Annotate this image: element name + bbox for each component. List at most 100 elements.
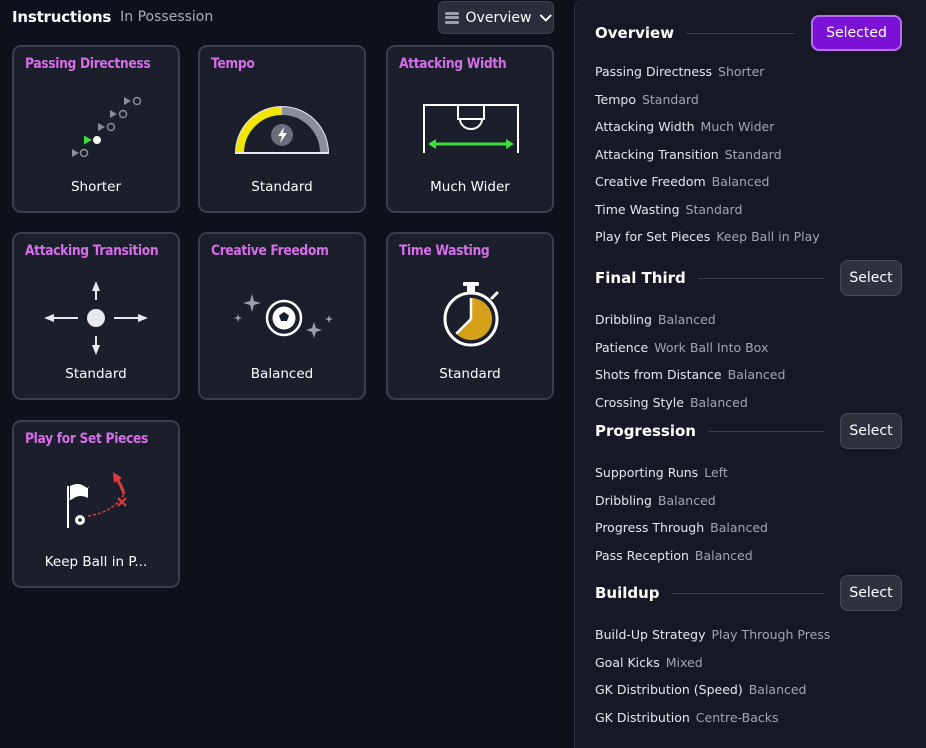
card-value: Much Wider — [430, 179, 510, 195]
list-item: Attacking Transition Standard — [595, 141, 902, 169]
page-title: Instructions — [12, 8, 112, 26]
card-value: Balanced — [250, 366, 314, 382]
row-key: Attacking Transition — [595, 146, 719, 162]
row-value: Centre-Backs — [695, 709, 779, 725]
card-attacking-width[interactable]: Attacking Width Much Wider — [386, 45, 554, 213]
row-value: Shorter — [718, 64, 765, 80]
instructions-panel: Overview Selected Passing Directness Shor… — [574, 0, 926, 748]
card-value: Standard — [439, 366, 501, 382]
list-item: Dribbling Balanced — [595, 306, 902, 334]
section-progression: Progression Select Supporting Runs Left D… — [595, 413, 902, 569]
row-key: Goal Kicks — [595, 654, 660, 670]
set-pieces-icon — [67, 472, 127, 528]
row-value: Left — [704, 465, 728, 481]
list-item: Goal Kicks Mixed — [595, 649, 902, 677]
divider — [686, 32, 795, 34]
page-subtitle: In Possession — [120, 9, 214, 25]
list-item: Patience Work Ball Into Box — [595, 334, 902, 362]
list-item: Build-Up Strategy Play Through Press — [595, 621, 902, 649]
row-value: Balanced — [657, 312, 716, 328]
divider — [697, 277, 824, 279]
select-button[interactable]: Select — [840, 413, 902, 449]
card-value: Keep Ball in P... — [44, 554, 148, 570]
list-item: Creative Freedom Balanced — [595, 168, 902, 196]
row-key: GK Distribution — [595, 709, 690, 725]
header: Instructions In Possession — [12, 0, 213, 34]
card-title: Passing Directness — [25, 56, 151, 72]
list-item: Time Wasting Standard — [595, 196, 902, 224]
row-value: Work Ball Into Box — [654, 339, 769, 355]
list-item: Supporting Runs Left — [595, 459, 902, 487]
section-title: Buildup — [595, 584, 660, 602]
row-key: Attacking Width — [595, 119, 695, 135]
card-value: Shorter — [70, 179, 122, 195]
card-title: Creative Freedom — [211, 243, 329, 259]
card-title: Play for Set Pieces — [25, 431, 149, 447]
list-item: GK Distribution Centre-Backs — [595, 704, 902, 732]
row-key: Supporting Runs — [595, 465, 699, 481]
card-attacking-transition[interactable]: Attacking Transition Standard — [12, 232, 180, 400]
list-item: Crossing Style Balanced — [595, 389, 902, 417]
list-item: GK Distribution (Speed) Balanced — [595, 676, 902, 704]
divider — [671, 592, 824, 594]
row-key: Passing Directness — [595, 64, 713, 80]
list-item: Shots from Distance Balanced — [595, 361, 902, 389]
section-title: Progression — [595, 422, 696, 440]
list-item: Passing Directness Shorter — [595, 58, 902, 86]
attacking-width-icon — [423, 104, 519, 153]
select-button[interactable]: Select — [840, 260, 902, 296]
attacking-transition-icon — [44, 281, 148, 355]
row-key: Patience — [595, 339, 649, 355]
row-key: Crossing Style — [595, 394, 684, 410]
row-value: Keep Ball in Play — [716, 229, 820, 245]
row-key: Time Wasting — [595, 201, 680, 217]
card-value: Standard — [251, 179, 313, 195]
list-item: Tempo Standard — [595, 86, 902, 114]
row-key: Creative Freedom — [595, 174, 706, 190]
list-item: Attacking Width Much Wider — [595, 113, 902, 141]
section-buildup: Buildup Select Build-Up Strategy Play Thr… — [595, 575, 902, 731]
row-value: Mixed — [665, 654, 703, 670]
row-value: Balanced — [689, 394, 748, 410]
selected-button[interactable]: Selected — [811, 15, 902, 51]
view-select-dropdown[interactable]: Overview — [438, 1, 554, 34]
section-title: Overview — [595, 24, 675, 42]
card-time-wasting[interactable]: Time Wasting Standard — [386, 232, 554, 400]
card-creative-freedom[interactable]: Creative Freedom Balanced — [198, 232, 366, 400]
row-key: Dribbling — [595, 492, 652, 508]
row-value: Balanced — [727, 367, 786, 383]
card-passing-directness[interactable]: Passing Directness Shorter — [12, 45, 180, 213]
row-value: Standard — [724, 146, 782, 162]
list-item: Progress Through Balanced — [595, 514, 902, 542]
row-value: Standard — [685, 201, 743, 217]
row-key: Tempo — [595, 91, 636, 107]
card-value: Standard — [65, 366, 127, 382]
row-key: Dribbling — [595, 312, 652, 328]
row-key: Pass Reception — [595, 547, 689, 563]
row-value: Play Through Press — [711, 627, 831, 643]
card-title: Attacking Transition — [25, 243, 159, 259]
row-value: Balanced — [657, 492, 716, 508]
list-icon — [445, 11, 459, 24]
card-play-for-set-pieces[interactable]: Play for Set Pieces Keep Ball in P... — [12, 420, 180, 588]
list-item: Play for Set Pieces Keep Ball in Play — [595, 223, 902, 251]
row-key: GK Distribution (Speed) — [595, 682, 743, 698]
select-button[interactable]: Select — [840, 575, 902, 611]
chevron-down-icon — [540, 14, 553, 22]
divider — [708, 430, 824, 432]
passing-directness-icon — [56, 96, 142, 158]
row-value: Standard — [641, 91, 699, 107]
section-final-third: Final Third Select Dribbling Balanced Pat… — [595, 260, 902, 416]
row-key: Progress Through — [595, 520, 705, 536]
list-item: Pass Reception Balanced — [595, 542, 902, 570]
row-value: Balanced — [694, 547, 753, 563]
tempo-gauge-icon — [234, 106, 330, 154]
row-value: Balanced — [748, 682, 807, 698]
row-key: Build-Up Strategy — [595, 627, 706, 643]
card-tempo[interactable]: Tempo Standard — [198, 45, 366, 213]
row-value: Balanced — [711, 174, 770, 190]
row-key: Shots from Distance — [595, 367, 722, 383]
card-title: Tempo — [211, 56, 255, 72]
view-select-label: Overview — [465, 9, 532, 26]
list-item: Dribbling Balanced — [595, 487, 902, 515]
